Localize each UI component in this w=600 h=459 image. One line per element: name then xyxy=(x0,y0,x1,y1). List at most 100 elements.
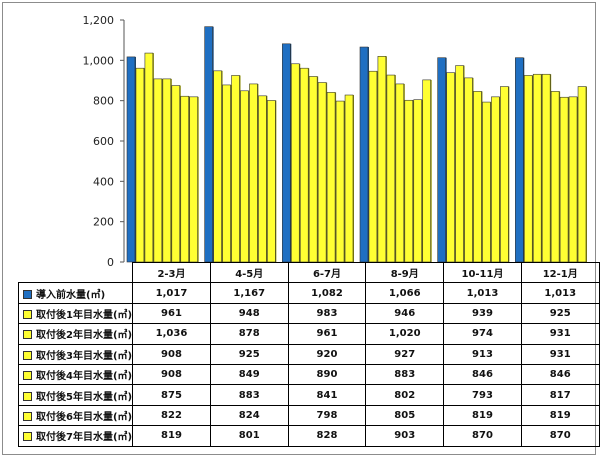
bar xyxy=(222,84,231,263)
bar xyxy=(559,96,569,263)
bar xyxy=(359,46,369,263)
bar xyxy=(455,65,464,263)
data-label: 948 xyxy=(209,302,289,325)
category-label: 8-9月 xyxy=(365,261,445,284)
data-label: 824 xyxy=(209,404,289,427)
data-label: 925 xyxy=(209,343,289,365)
legend-swatch xyxy=(23,309,32,319)
data-label: 974 xyxy=(443,323,522,345)
bar xyxy=(523,75,533,263)
data-label: 903 xyxy=(365,425,445,447)
y-tick-label: 1,000 xyxy=(83,54,115,67)
category-label: 4-5月 xyxy=(209,261,289,284)
data-label: 931 xyxy=(520,343,600,365)
data-label: 841 xyxy=(287,384,367,406)
bar xyxy=(162,78,172,263)
bar xyxy=(335,100,345,263)
data-label: 1,066 xyxy=(365,282,445,304)
category-label: 10-11月 xyxy=(443,261,522,284)
legend-swatch xyxy=(23,411,32,421)
bar xyxy=(532,73,542,263)
bar xyxy=(126,56,136,263)
data-label: 802 xyxy=(365,384,445,406)
data-label: 931 xyxy=(520,323,600,345)
bar xyxy=(491,96,500,263)
data-label: 927 xyxy=(365,343,445,365)
bar xyxy=(464,77,473,263)
data-label: 961 xyxy=(132,302,211,325)
bar xyxy=(377,55,387,263)
bar xyxy=(541,73,551,263)
series-name: 取付後2年目水量(㎥) xyxy=(17,323,134,345)
data-label: 801 xyxy=(209,425,289,447)
table-row: 取付後5年目水量(㎥) 875 883 841 802 793 817 xyxy=(17,384,600,406)
bar xyxy=(299,67,309,263)
y-tick-label: 1,200 xyxy=(83,14,115,27)
data-table: 2-3月 4-5月 6-7月 8-9月 10-11月 12-1月 導入前水量(㎥) 1,01… xyxy=(17,261,600,447)
series-name: 取付後1年目水量(㎥) xyxy=(17,302,134,325)
bar xyxy=(171,85,181,263)
data-label: 793 xyxy=(443,384,522,406)
data-label: 1,013 xyxy=(520,282,600,304)
data-label: 805 xyxy=(365,404,445,427)
bar xyxy=(180,95,190,263)
data-label: 822 xyxy=(132,404,211,427)
data-label: 878 xyxy=(209,323,289,345)
data-label: 817 xyxy=(520,384,600,406)
category-label: 6-7月 xyxy=(287,261,367,284)
category-label: 2-3月 xyxy=(132,261,211,284)
data-label: 798 xyxy=(287,404,367,427)
bar xyxy=(231,75,240,263)
table-row: 取付後1年目水量(㎥) 961 948 983 946 939 925 xyxy=(17,302,600,325)
bar xyxy=(189,96,198,263)
data-label: 875 xyxy=(132,384,211,406)
data-label: 846 xyxy=(443,363,522,386)
legend-swatch xyxy=(23,432,32,442)
data-label: 920 xyxy=(287,343,367,365)
bar xyxy=(282,43,291,263)
y-tick-label: 800 xyxy=(93,95,114,108)
data-label: 925 xyxy=(520,302,600,325)
data-label: 1,017 xyxy=(132,282,211,304)
y-tick-label: 600 xyxy=(93,135,114,148)
bar xyxy=(446,72,455,263)
legend-swatch xyxy=(23,391,32,401)
table-row: 取付後2年目水量(㎥) 1,036 878 961 1,020 974 931 xyxy=(17,323,600,345)
data-label: 908 xyxy=(132,363,211,386)
bar xyxy=(386,74,396,263)
bar xyxy=(144,52,154,263)
bar xyxy=(267,100,276,263)
bar xyxy=(404,99,414,263)
y-tick-label: 400 xyxy=(93,175,114,188)
bar xyxy=(568,96,578,263)
bar xyxy=(368,70,378,263)
data-label: 849 xyxy=(209,363,289,386)
bar xyxy=(395,83,405,263)
bar xyxy=(344,94,354,263)
bar xyxy=(482,101,491,263)
series-name: 取付後5年目水量(㎥) xyxy=(17,384,134,406)
legend-swatch xyxy=(23,330,32,340)
bar xyxy=(326,92,336,263)
bar xyxy=(500,86,509,263)
bar xyxy=(473,91,482,263)
data-label: 908 xyxy=(132,343,211,365)
y-tick-label: 200 xyxy=(93,216,114,229)
data-label: 819 xyxy=(443,404,522,427)
table-corner xyxy=(18,262,134,284)
series-name: 取付後7年目水量(㎥) xyxy=(17,425,134,447)
data-label: 946 xyxy=(365,302,445,325)
data-label: 1,020 xyxy=(365,323,445,345)
data-label: 828 xyxy=(287,425,367,447)
table-row: 取付後6年目水量(㎥) 822 824 798 805 819 819 xyxy=(17,404,600,427)
data-label: 1,082 xyxy=(287,282,367,304)
legend-swatch xyxy=(23,371,32,381)
bar xyxy=(290,63,300,263)
data-label: 939 xyxy=(443,302,522,325)
data-label: 983 xyxy=(287,302,367,325)
bar xyxy=(249,83,258,263)
data-label: 913 xyxy=(443,343,522,365)
bar xyxy=(204,26,213,263)
data-label: 819 xyxy=(132,425,211,447)
data-label: 883 xyxy=(209,384,289,406)
